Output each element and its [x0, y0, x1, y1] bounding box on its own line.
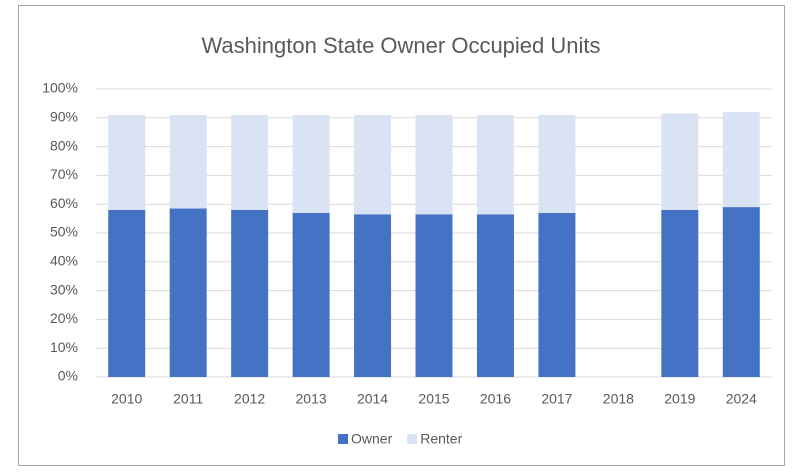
x-tick-label: 2018 — [603, 391, 634, 407]
x-tick-label: 2014 — [357, 391, 388, 407]
bar-segment — [292, 212, 330, 377]
chart-border — [18, 5, 785, 466]
chart-title: Washington State Owner Occupied Units — [201, 33, 600, 58]
x-tick-label: 2012 — [234, 391, 265, 407]
bar-segment — [354, 214, 392, 377]
y-tick-label: 90% — [50, 109, 78, 125]
bar-segment — [476, 114, 514, 215]
y-tick-label: 40% — [50, 253, 78, 269]
y-tick-label: 30% — [50, 281, 78, 297]
x-tick-label: 2016 — [480, 391, 511, 407]
x-tick-label: 2017 — [541, 391, 572, 407]
y-tick-label: 80% — [50, 137, 78, 153]
x-tick-label: 2010 — [111, 391, 142, 407]
y-tick-label: 0% — [58, 368, 78, 384]
bar-segment — [169, 208, 207, 377]
bar-segment — [661, 113, 699, 210]
bar-segment — [231, 114, 269, 210]
y-tick-label: 100% — [42, 80, 78, 96]
x-tick-label: 2011 — [173, 391, 203, 407]
y-tick-label: 60% — [50, 195, 78, 211]
x-tick-label: 2013 — [296, 391, 327, 407]
y-tick-label: 20% — [50, 310, 78, 326]
y-tick-label: 50% — [50, 224, 78, 240]
legend-swatch — [407, 434, 418, 444]
bar-segment — [292, 114, 330, 213]
bar-segment — [722, 112, 760, 208]
bar-segment — [415, 114, 453, 215]
y-tick-label: 70% — [50, 166, 78, 182]
legend-swatch — [338, 434, 348, 444]
legend-label: Renter — [420, 431, 462, 447]
bar-segment — [169, 114, 207, 209]
bar-segment — [722, 207, 760, 377]
x-tick-label: 2019 — [664, 391, 695, 407]
legend-label: Owner — [351, 431, 393, 447]
bar-segment — [476, 214, 514, 377]
x-tick-label: 2024 — [726, 391, 757, 407]
x-tick-label: 2015 — [418, 391, 449, 407]
bar-segment — [108, 209, 146, 377]
bar-segment — [415, 214, 453, 377]
bar-segment — [538, 114, 576, 213]
bar-segment — [354, 114, 392, 215]
bar-segment — [661, 209, 699, 377]
bar-segment — [231, 209, 269, 377]
y-tick-label: 10% — [50, 339, 78, 355]
bar-segment — [538, 212, 576, 377]
bar-segment — [108, 114, 146, 210]
